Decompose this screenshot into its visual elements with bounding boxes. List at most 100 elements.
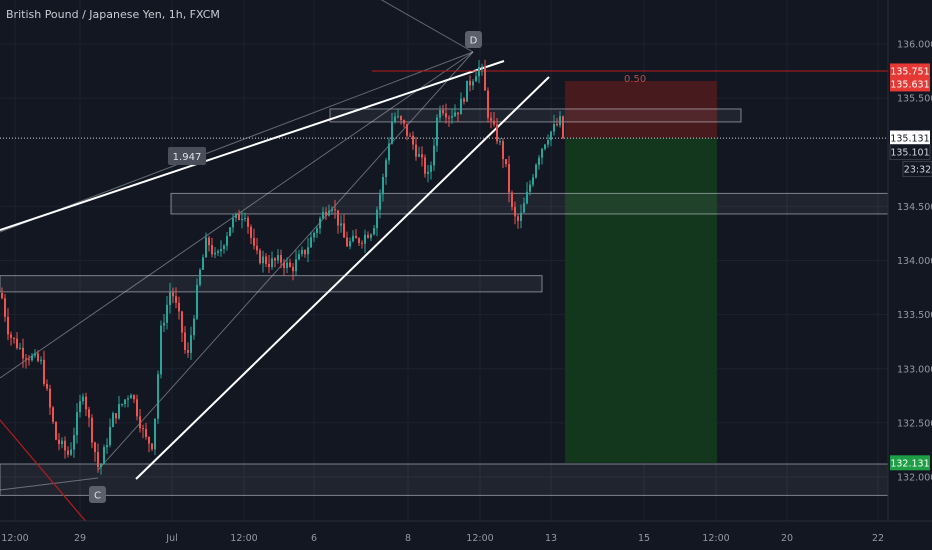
candle-body (535, 164, 537, 178)
candle-body (238, 213, 240, 221)
price-tick-label: 134.500 (897, 202, 932, 213)
candle-body (472, 81, 474, 86)
candle-body (265, 256, 267, 264)
candle-body (28, 359, 30, 361)
candle-body (271, 258, 273, 268)
stop-loss-zone (565, 80, 717, 139)
price-tick-label: 132.500 (897, 418, 932, 429)
candle-body (364, 234, 366, 244)
candle-body (184, 332, 186, 350)
price-tag: 135.631 (890, 76, 930, 92)
price-tag-label: 135.131 (890, 134, 929, 145)
candle-body (310, 237, 312, 248)
channel-line (0, 51, 474, 233)
candle-body (361, 242, 363, 244)
candle-body (331, 209, 333, 211)
candle-body (559, 116, 561, 126)
candle-body (352, 235, 354, 242)
candle-body (55, 421, 57, 440)
candle-body (154, 418, 156, 450)
candle-body (130, 395, 132, 399)
candle-body (274, 258, 276, 261)
candle-body (505, 159, 507, 164)
candle-body (16, 338, 18, 349)
candle-body (484, 66, 486, 91)
candle-body (400, 116, 402, 121)
candle-body (295, 259, 297, 272)
candle-body (433, 145, 435, 166)
sr-zone (0, 275, 543, 293)
candle-body (43, 359, 45, 384)
candle-body (199, 269, 201, 285)
candle-body (397, 116, 399, 118)
price-tag-label: 132.131 (890, 458, 929, 469)
candle-body (334, 209, 336, 211)
candle-body (235, 213, 237, 218)
candle-body (127, 398, 129, 400)
wedge-line (97, 51, 474, 471)
candle-body (187, 349, 189, 353)
candle-body (220, 248, 222, 252)
candle-body (313, 232, 315, 238)
candle-body (241, 218, 243, 221)
candle-body (109, 426, 111, 446)
candle-body (460, 98, 462, 115)
candle-body (499, 141, 501, 143)
measure-marker: 1.947 (168, 147, 206, 165)
candle-body (208, 237, 210, 246)
candle-body (466, 80, 468, 102)
symbol-title: British Pound / Japanese Yen, 1h, FXCM (6, 8, 220, 21)
candle-body (385, 160, 387, 178)
risk-reward-label: 0.50 (624, 74, 646, 85)
candle-body (319, 218, 321, 229)
candle-body (439, 109, 441, 118)
candle-body (409, 135, 411, 137)
price-tag-box (890, 76, 930, 92)
price-tag-label: 135.101 (890, 148, 929, 159)
countdown-label: 23:32 (904, 165, 931, 176)
candle-body (316, 228, 318, 233)
candle-body (58, 439, 60, 444)
candle-body (508, 163, 510, 193)
candle-body (520, 212, 522, 221)
time-axis (0, 521, 932, 550)
candle-body (532, 177, 534, 185)
candle-body (346, 237, 348, 247)
candle-body (103, 447, 105, 465)
candle-body (7, 316, 9, 335)
candle-body (325, 211, 327, 216)
candle-body (49, 388, 51, 408)
candle-body (556, 124, 558, 126)
point-c-marker: C (89, 486, 106, 503)
candle-body (370, 234, 372, 238)
candle-body (487, 90, 489, 118)
time-tick-label: 22 (872, 533, 884, 544)
candle-body (214, 252, 216, 255)
candle-body (115, 413, 117, 419)
price-tag-label: 135.631 (890, 79, 929, 90)
candle-body (268, 263, 270, 268)
candle-body (82, 396, 84, 402)
candle-body (202, 257, 204, 270)
candle-body (367, 234, 369, 238)
candle-body (547, 140, 549, 145)
candle-body (19, 347, 21, 349)
candle-body (307, 247, 309, 255)
price-tick-label: 132.000 (897, 473, 932, 484)
candle-body (259, 250, 261, 264)
candle-body (205, 237, 207, 258)
measure-box (168, 147, 206, 165)
candle-body (247, 217, 249, 227)
candle-body (163, 322, 165, 326)
candle-body (178, 302, 180, 312)
price-tag-box (890, 130, 930, 146)
measure-label: 1.947 (173, 152, 202, 163)
price-tag: 135.101 (889, 144, 931, 161)
candle-body (337, 210, 339, 226)
candle-body (448, 117, 450, 119)
candle-body (106, 445, 108, 448)
time-tick-label: 12:00 (466, 533, 493, 544)
candle-body (514, 207, 516, 217)
